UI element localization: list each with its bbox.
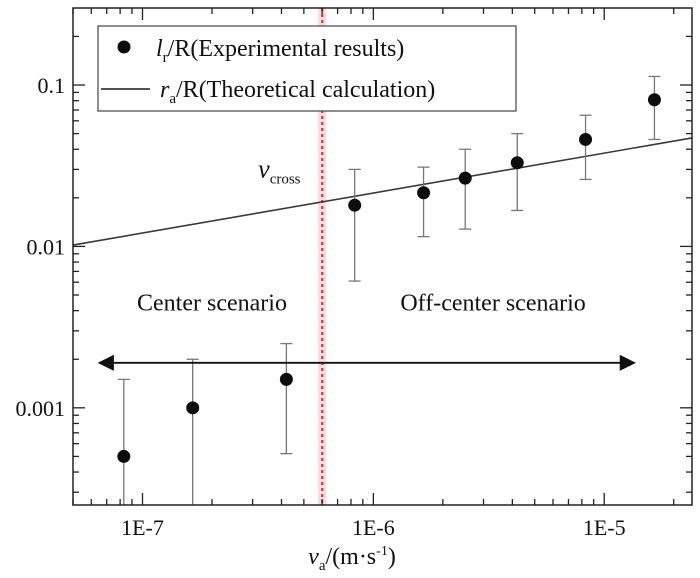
- crossover-label: vcross: [258, 155, 301, 188]
- annotation-center-scenario: Center scenario: [137, 290, 287, 316]
- legend-label-theoretical: ra/R(Theoretical calculation): [160, 77, 435, 107]
- x-tick-label: 1E-5: [583, 515, 626, 540]
- x-tick-label: 1E-7: [121, 515, 164, 540]
- data-point: [186, 401, 200, 415]
- data-point: [510, 156, 524, 170]
- data-point: [117, 449, 131, 463]
- x-tick-label: 1E-6: [352, 515, 395, 540]
- legend: lr/R(Experimental results) ra/R(Theoreti…: [97, 25, 517, 112]
- data-point: [579, 132, 593, 146]
- data-point: [647, 93, 661, 107]
- x-axis-label: va/(m·s-1): [308, 544, 396, 574]
- y-tick-label: 0.1: [38, 73, 66, 98]
- legend-marker-experimental: [117, 40, 131, 54]
- legend-box: [97, 25, 517, 112]
- plot-frame: [72, 7, 693, 506]
- y-tick-label: 0.001: [16, 396, 66, 421]
- data-point: [348, 198, 362, 212]
- data-point: [458, 171, 472, 185]
- theory-line: [72, 137, 693, 246]
- data-point: [279, 372, 293, 386]
- data-point: [417, 186, 431, 200]
- legend-label-experimental: lr/R(Experimental results): [156, 36, 404, 66]
- y-tick-label: 0.01: [27, 234, 66, 259]
- annotation-off-center-scenario: Off-center scenario: [400, 290, 585, 316]
